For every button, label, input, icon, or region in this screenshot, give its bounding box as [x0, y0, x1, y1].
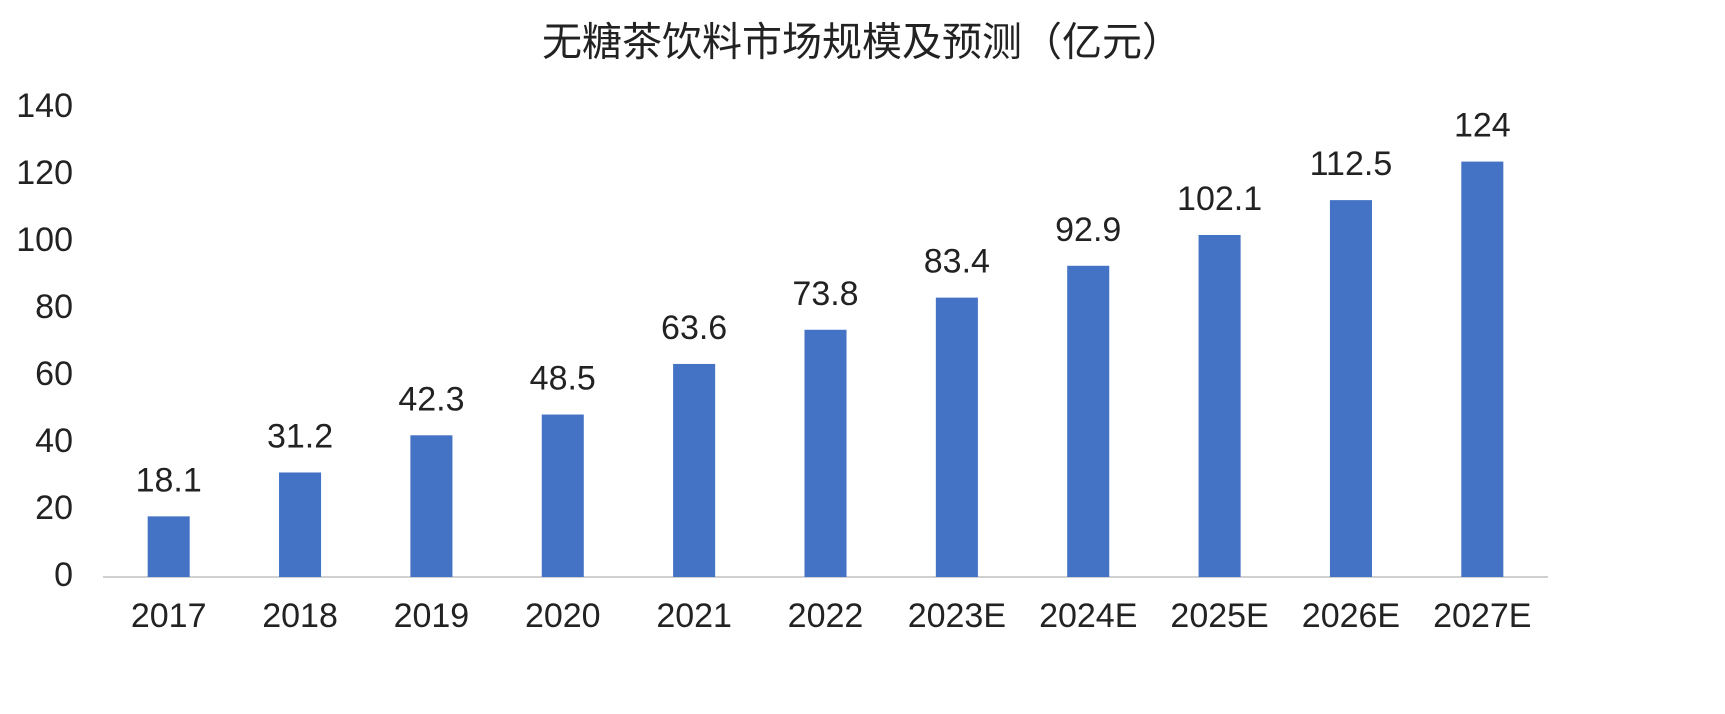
y-tick-label: 80	[35, 288, 73, 326]
data-label: 83.4	[924, 243, 990, 281]
bar	[1067, 265, 1110, 577]
bar	[1329, 200, 1372, 577]
x-tick-label: 2023E	[908, 597, 1006, 635]
x-tick-label: 2020	[525, 597, 601, 635]
data-label: 92.9	[1055, 211, 1121, 249]
data-label: 18.1	[136, 461, 202, 499]
bar	[673, 363, 716, 577]
bar	[935, 297, 978, 577]
data-label: 102.1	[1177, 180, 1262, 218]
data-label: 63.6	[661, 309, 727, 347]
y-tick-label: 40	[35, 422, 73, 460]
data-label: 73.8	[792, 275, 858, 313]
bar	[541, 414, 584, 577]
x-tick-label: 2024E	[1039, 597, 1137, 635]
bar	[279, 472, 322, 577]
data-label: 112.5	[1310, 145, 1393, 183]
bar	[1198, 234, 1241, 577]
x-tick-label: 2026E	[1302, 597, 1400, 635]
bar	[804, 329, 847, 577]
x-tick-label: 2021	[656, 597, 732, 635]
x-tick-label: 2022	[788, 597, 864, 635]
data-label: 48.5	[530, 360, 596, 398]
x-tick-label: 2019	[394, 597, 470, 635]
y-tick-label: 60	[35, 355, 73, 393]
data-label: 31.2	[267, 417, 333, 455]
x-tick-label: 2027E	[1433, 597, 1531, 635]
y-tick-label: 0	[54, 556, 73, 594]
y-tick-label: 100	[16, 221, 73, 259]
x-tick-label: 2017	[131, 597, 207, 635]
x-tick-label: 2025E	[1170, 597, 1268, 635]
bar	[1461, 161, 1504, 577]
x-tick-label: 2018	[262, 597, 338, 635]
y-tick-label: 140	[16, 87, 73, 125]
y-tick-label: 120	[16, 154, 73, 192]
bar	[147, 516, 190, 577]
bar	[410, 435, 453, 577]
y-tick-label: 20	[35, 489, 73, 527]
data-label: 42.3	[398, 380, 464, 418]
chart-title: 无糖茶饮料市场规模及预测（亿元）	[542, 21, 1182, 65]
data-label: 124	[1454, 107, 1511, 145]
